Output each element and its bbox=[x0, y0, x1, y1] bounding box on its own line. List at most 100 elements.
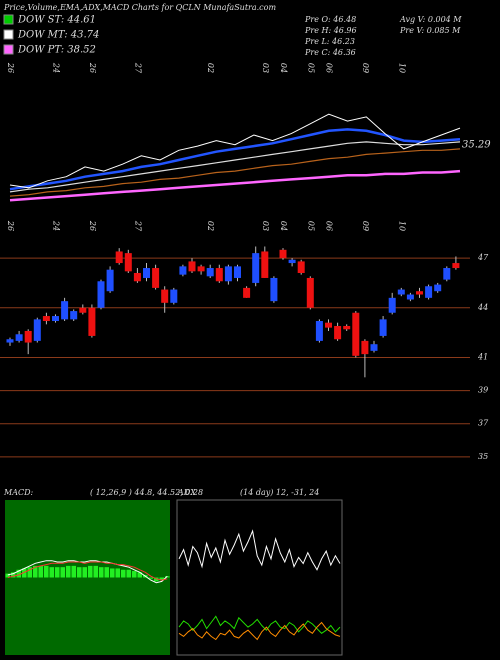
date-label: 06 bbox=[325, 221, 334, 231]
info: Pre V: 0.085 M bbox=[399, 26, 461, 35]
candle-body bbox=[33, 319, 41, 341]
line bbox=[178, 615, 341, 634]
legend-swatch bbox=[3, 44, 14, 55]
date-label: 26 bbox=[6, 220, 15, 231]
legend-label: DOW ST: 44.61 bbox=[17, 15, 96, 26]
candle-body bbox=[352, 312, 360, 356]
macd-title: MACD: bbox=[3, 488, 34, 497]
histogram-bar bbox=[148, 577, 153, 579]
info: Avg V: 0.004 M bbox=[399, 15, 462, 24]
candle-body bbox=[179, 266, 187, 275]
info: Pre L: 46.23 bbox=[304, 37, 355, 46]
page-title: Price,Volume,EMA,ADX,MACD Charts for QCL… bbox=[3, 3, 276, 12]
date-label: 24 bbox=[52, 220, 61, 231]
histogram-bar bbox=[49, 567, 54, 578]
date-label: 06 bbox=[325, 63, 334, 73]
candle-body bbox=[243, 287, 251, 298]
candle-body bbox=[306, 277, 314, 308]
histogram-bar bbox=[121, 569, 126, 578]
histogram-bar bbox=[93, 565, 98, 578]
line bbox=[9, 128, 461, 191]
histogram-bar bbox=[82, 567, 87, 578]
histogram-bar bbox=[132, 571, 137, 578]
histogram-bar bbox=[154, 577, 159, 582]
info: Pre C: 46.36 bbox=[304, 48, 356, 57]
histogram-bar bbox=[27, 567, 32, 578]
candle-body bbox=[434, 284, 442, 292]
candle-body bbox=[234, 266, 241, 278]
candle-body bbox=[61, 301, 69, 320]
candle-body bbox=[188, 261, 196, 272]
candle-body bbox=[270, 277, 278, 302]
candle-body bbox=[406, 294, 414, 300]
adx-title: ADX bbox=[177, 488, 196, 497]
date-label: 10 bbox=[397, 221, 406, 231]
line bbox=[9, 148, 461, 197]
legend-swatch bbox=[3, 14, 14, 25]
candle-body bbox=[143, 268, 150, 278]
histogram-bar bbox=[71, 565, 76, 578]
candle-body bbox=[334, 325, 342, 340]
macd-panel bbox=[5, 500, 170, 655]
date-label: 04 bbox=[279, 63, 288, 73]
adx-params: (14 day) 12, -31, 24 bbox=[240, 488, 319, 497]
histogram-bar bbox=[11, 572, 16, 578]
candle-body bbox=[452, 263, 460, 269]
candle-body bbox=[224, 266, 232, 282]
histogram-bar bbox=[104, 567, 109, 578]
candle-body bbox=[361, 340, 369, 355]
candle-body bbox=[397, 289, 405, 295]
line bbox=[9, 169, 461, 202]
date-label: 09 bbox=[361, 63, 370, 73]
candle-body bbox=[161, 289, 169, 303]
date-label: 02 bbox=[206, 221, 215, 231]
date-label: 27 bbox=[133, 220, 142, 232]
date-label: 03 bbox=[261, 221, 270, 231]
y-tick-label: 39 bbox=[478, 386, 488, 395]
line bbox=[9, 141, 461, 193]
candle-body bbox=[325, 322, 332, 328]
y-tick-label: 37 bbox=[478, 419, 489, 428]
candle-body bbox=[215, 268, 223, 282]
candle-body bbox=[88, 307, 96, 336]
histogram-bar bbox=[16, 569, 21, 578]
candle-body bbox=[6, 339, 14, 343]
y-tick-label: 35 bbox=[478, 452, 488, 461]
histogram-bar bbox=[126, 569, 131, 578]
info: Pre O: 46.48 bbox=[304, 15, 356, 24]
histogram-bar bbox=[38, 565, 43, 578]
histogram-bar bbox=[99, 567, 104, 578]
candle-body bbox=[261, 251, 269, 278]
histogram-bar bbox=[55, 567, 60, 578]
candle-body bbox=[42, 316, 50, 322]
date-label: 03 bbox=[261, 63, 270, 73]
date-label: 26 bbox=[6, 62, 15, 73]
candle-body bbox=[343, 325, 351, 330]
candle-body bbox=[425, 286, 433, 298]
candle-body bbox=[206, 268, 214, 277]
date-label: 10 bbox=[397, 63, 406, 73]
date-label: 04 bbox=[279, 221, 288, 231]
candle-body bbox=[315, 321, 323, 341]
histogram-bar bbox=[66, 565, 71, 578]
info: Pre H: 46.96 bbox=[304, 26, 357, 35]
date-label: 26 bbox=[88, 220, 97, 231]
candle-body bbox=[152, 268, 160, 288]
candle-body bbox=[79, 307, 87, 313]
line bbox=[9, 113, 461, 189]
macd-params: ( 12,26,9 ) 44.8, 44.52, 0.28 bbox=[90, 488, 203, 497]
candle-body bbox=[252, 253, 260, 283]
candle-body bbox=[197, 266, 205, 272]
legend-label: DOW PT: 38.52 bbox=[17, 45, 96, 56]
histogram-bar bbox=[33, 565, 38, 578]
line bbox=[178, 529, 341, 571]
candle-body bbox=[370, 344, 378, 351]
candle-body bbox=[297, 261, 305, 273]
candle-body bbox=[52, 316, 59, 322]
date-label: 05 bbox=[306, 221, 315, 231]
line bbox=[7, 560, 168, 584]
candle-body bbox=[279, 249, 287, 259]
date-label: 27 bbox=[133, 62, 142, 74]
histogram-bar bbox=[77, 567, 82, 578]
